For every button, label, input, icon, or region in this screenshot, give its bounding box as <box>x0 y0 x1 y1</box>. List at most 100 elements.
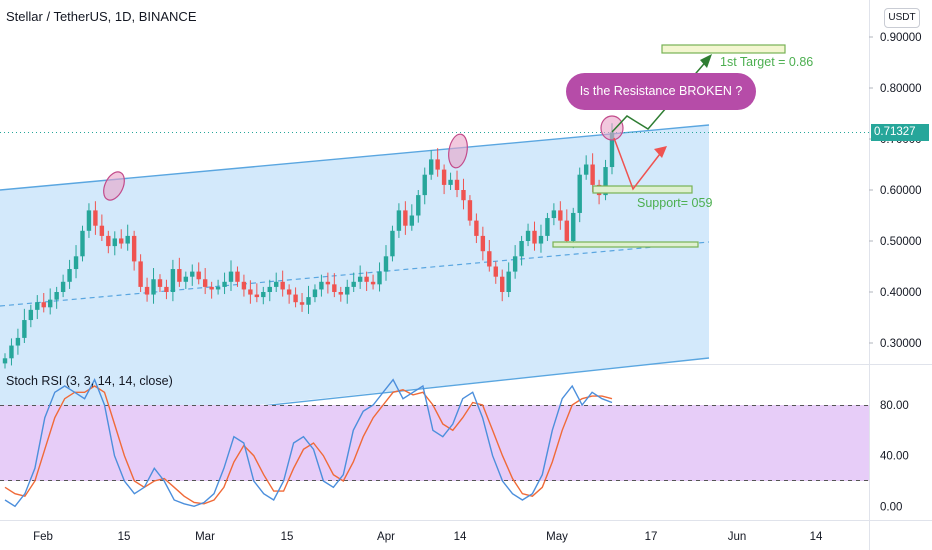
candle-body <box>571 212 576 241</box>
candle-body <box>512 256 518 272</box>
candle-body <box>390 230 395 257</box>
candle-body <box>54 292 59 300</box>
time-tick-label: Mar <box>195 531 215 543</box>
candle-body <box>177 269 182 282</box>
candle-body <box>364 276 369 282</box>
time-tick-label: 17 <box>645 531 658 543</box>
candle-body <box>461 190 466 201</box>
candle-body <box>525 230 531 241</box>
candle-body <box>357 276 363 282</box>
target-label: 1st Target = 0.86 <box>720 55 814 69</box>
candle-body <box>338 292 343 295</box>
currency-unit-button[interactable]: USDT <box>884 8 920 28</box>
candle-body <box>209 286 214 290</box>
candle-body <box>48 299 53 308</box>
candle-body <box>551 210 557 219</box>
candle-body <box>467 200 473 221</box>
candle-body <box>164 286 169 292</box>
candle-body <box>35 302 40 310</box>
candle-body <box>409 215 415 226</box>
candle-body <box>319 281 324 290</box>
candle-body <box>448 179 453 185</box>
time-tick-label: Feb <box>33 531 53 543</box>
candle-body <box>500 276 505 292</box>
candle-body <box>228 271 234 282</box>
candle-body <box>435 159 440 170</box>
resistance-touch-ellipse-1 <box>103 171 125 201</box>
candle-body <box>190 271 195 277</box>
time-tick-label: May <box>546 531 568 543</box>
candle-body <box>274 281 279 287</box>
candle-body <box>493 266 498 277</box>
time-tick-label: Apr <box>377 531 395 543</box>
candle-body <box>416 195 421 216</box>
resistance-touch-ellipse-3 <box>600 115 624 141</box>
candle-body <box>441 169 447 185</box>
candle-body <box>609 132 615 168</box>
time-tick-label: 15 <box>118 531 131 543</box>
price-tick-label: 0.60000 <box>880 185 922 197</box>
candle-body <box>73 256 79 270</box>
chart-title: Stellar / TetherUS, 1D, BINANCE <box>6 9 197 24</box>
candle-body <box>280 281 285 290</box>
candle-body <box>222 281 227 287</box>
bearish-path-arrow <box>613 137 664 191</box>
candle-body <box>125 235 130 244</box>
candle-body <box>396 210 402 231</box>
candle-body <box>144 286 150 295</box>
candle-body <box>312 289 318 298</box>
stoch-rsi-k-line <box>4 378 613 508</box>
time-tick-label: Jun <box>728 531 747 543</box>
candle-body <box>299 302 305 305</box>
candle-body <box>428 159 434 175</box>
candle-body <box>487 251 492 267</box>
candle-body <box>377 271 382 285</box>
candle-body <box>22 320 27 338</box>
candle-body <box>506 271 511 292</box>
candle-body <box>93 210 98 226</box>
candle-body <box>67 269 72 282</box>
support-zone-lower <box>552 241 699 248</box>
candle-body <box>286 289 292 295</box>
price-tick-label: 0.50000 <box>880 236 922 248</box>
target-zone <box>661 44 786 54</box>
support-label: Support= 059 <box>637 196 713 210</box>
bearish-arrow-head <box>654 146 667 158</box>
rising-channel-fill <box>0 125 709 432</box>
price-tick-label: 0.40000 <box>880 287 922 299</box>
candle-body <box>519 241 524 257</box>
rsi-tick-label: 0.00 <box>880 501 902 513</box>
price-tick-label: 0.30000 <box>880 338 922 350</box>
stoch-rsi-series <box>4 378 613 508</box>
candle-body <box>532 230 537 244</box>
candle-body <box>261 292 266 298</box>
price-tick-label: 0.90000 <box>880 32 922 44</box>
candle-body <box>583 164 589 175</box>
candle-body <box>41 302 46 308</box>
candle-body <box>293 294 298 303</box>
candle-body <box>538 235 544 244</box>
candle-body <box>28 309 34 321</box>
candle-body <box>112 238 117 247</box>
candle-body <box>480 235 486 252</box>
candle-body <box>558 210 563 221</box>
candle-body <box>241 281 247 290</box>
bullish-arrow-head <box>700 54 712 68</box>
candle-body <box>2 358 8 364</box>
candle-body <box>590 164 595 185</box>
candle-body <box>106 235 111 247</box>
time-tick-label: 14 <box>810 531 823 543</box>
rsi-tick-label: 40.00 <box>880 451 909 463</box>
candle-body <box>403 210 408 226</box>
last-price-tag: 0.71327 <box>871 124 929 141</box>
candle-body <box>254 294 260 298</box>
candle-body <box>196 271 201 280</box>
candle-body <box>248 289 253 295</box>
price-tick-label: 0.80000 <box>880 83 922 95</box>
candle-body <box>151 279 156 295</box>
candle-body <box>351 281 356 287</box>
candle-body <box>170 269 176 292</box>
time-tick-label: 14 <box>454 531 467 543</box>
candle-body <box>138 261 143 287</box>
